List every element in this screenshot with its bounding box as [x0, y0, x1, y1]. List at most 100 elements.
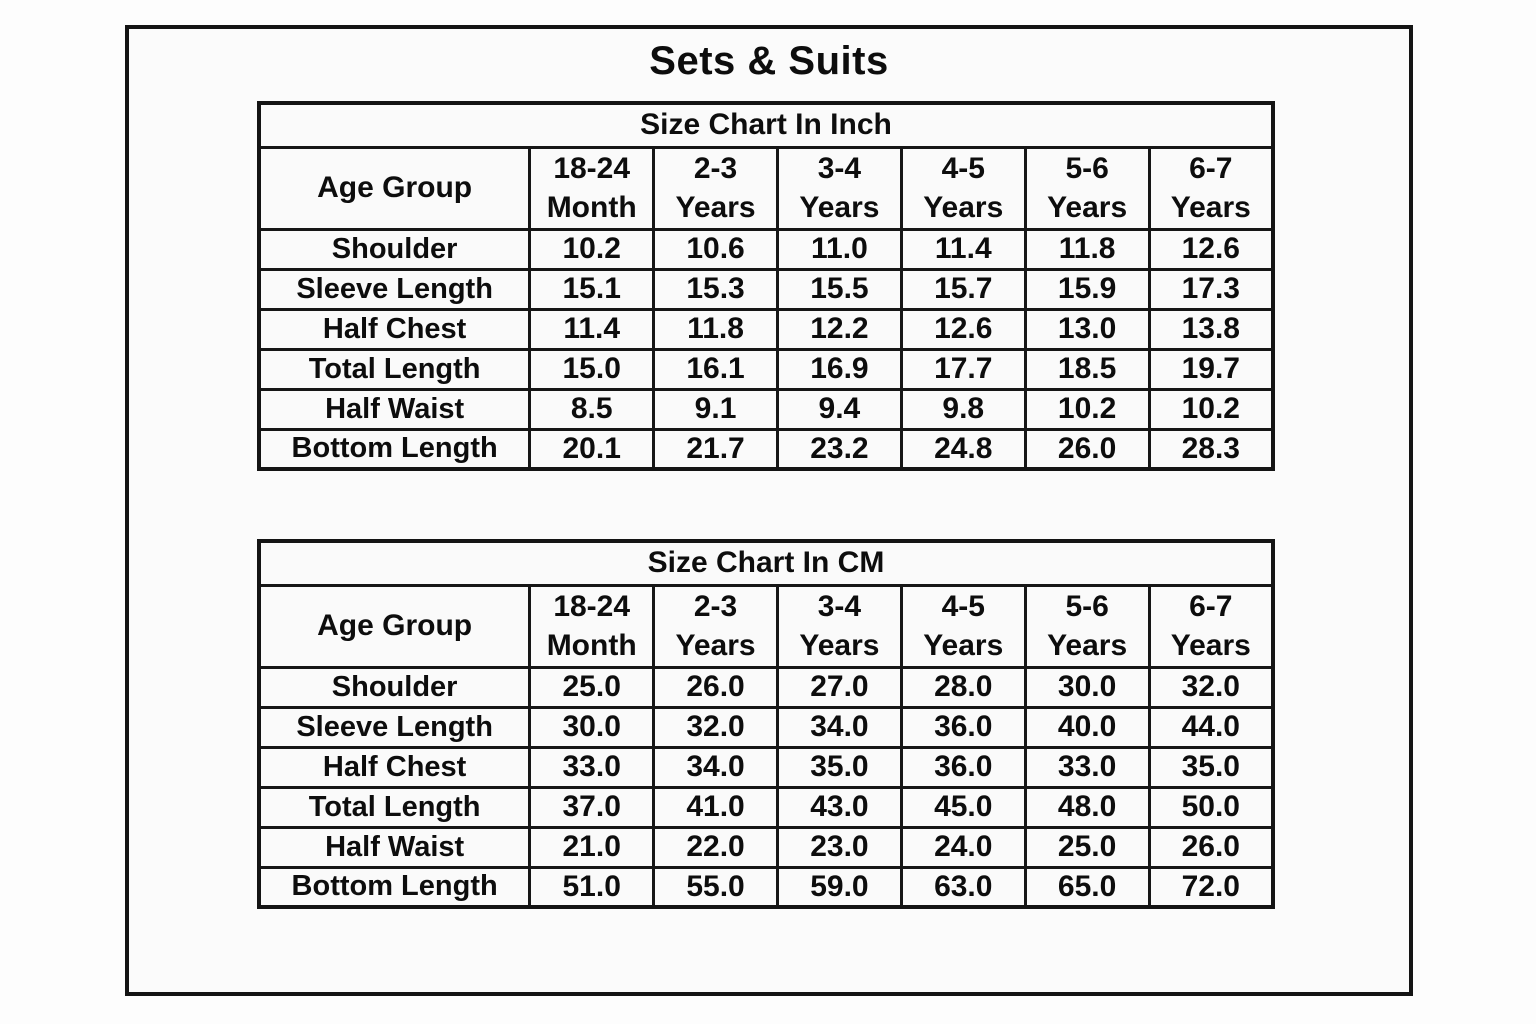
- data-cell: 30.0: [1023, 665, 1151, 709]
- table-row: Shoulder 10.2 10.6 11.0 11.4 11.8 12.6: [257, 227, 1275, 271]
- row-label: Sleeve Length: [257, 267, 532, 311]
- row-label: Bottom Length: [257, 427, 532, 471]
- table-title-row: Size Chart In CM: [257, 539, 1275, 587]
- table-row: Bottom Length 51.0 55.0 59.0 63.0 65.0 7…: [257, 865, 1275, 909]
- row-label: Shoulder: [257, 227, 532, 271]
- column-header: 3-4 Years: [775, 145, 903, 231]
- table-row: Shoulder 25.0 26.0 27.0 28.0 30.0 32.0: [257, 665, 1275, 709]
- column-header: 6-7 Years: [1147, 145, 1275, 231]
- data-cell: 34.0: [652, 745, 779, 789]
- row-label: Sleeve Length: [257, 705, 532, 749]
- table-title: Size Chart In Inch: [257, 101, 1275, 149]
- table-row: Sleeve Length 15.1 15.3 15.5 15.7 15.9 1…: [257, 267, 1275, 311]
- row-label: Bottom Length: [257, 865, 532, 909]
- data-cell: 25.0: [528, 665, 656, 709]
- data-cell: 44.0: [1147, 705, 1275, 749]
- table-title: Size Chart In CM: [257, 539, 1275, 587]
- data-cell: 12.2: [775, 307, 903, 351]
- table-row: Half Waist 8.5 9.1 9.4 9.8 10.2 10.2: [257, 387, 1275, 431]
- data-cell: 22.0: [652, 825, 779, 869]
- data-cell: 35.0: [1147, 745, 1275, 789]
- table-row: Sleeve Length 30.0 32.0 34.0 36.0 40.0 4…: [257, 705, 1275, 749]
- data-cell: 45.0: [899, 785, 1027, 829]
- table-row: Half Waist 21.0 22.0 23.0 24.0 25.0 26.0: [257, 825, 1275, 869]
- data-cell: 10.2: [1023, 387, 1151, 431]
- data-cell: 11.8: [1023, 227, 1151, 271]
- data-cell: 43.0: [775, 785, 903, 829]
- data-cell: 40.0: [1023, 705, 1151, 749]
- data-cell: 65.0: [1023, 865, 1151, 909]
- data-cell: 11.0: [775, 227, 903, 271]
- row-label: Total Length: [257, 347, 532, 391]
- data-cell: 11.8: [652, 307, 779, 351]
- data-cell: 30.0: [528, 705, 656, 749]
- data-cell: 9.8: [899, 387, 1027, 431]
- data-cell: 23.2: [775, 427, 903, 471]
- data-cell: 15.5: [775, 267, 903, 311]
- data-cell: 17.7: [899, 347, 1027, 391]
- data-cell: 32.0: [652, 705, 779, 749]
- data-cell: 15.1: [528, 267, 656, 311]
- data-cell: 8.5: [528, 387, 656, 431]
- table-row: Total Length 15.0 16.1 16.9 17.7 18.5 19…: [257, 347, 1275, 391]
- column-header: 18-24 Month: [528, 145, 656, 231]
- data-cell: 33.0: [528, 745, 656, 789]
- data-cell: 12.6: [899, 307, 1027, 351]
- data-cell: 36.0: [899, 705, 1027, 749]
- data-cell: 15.3: [652, 267, 779, 311]
- data-cell: 9.4: [775, 387, 903, 431]
- size-chart-inch-table: Size Chart In Inch Age Group 18-24 Month…: [257, 101, 1275, 472]
- table-row: Bottom Length 20.1 21.7 23.2 24.8 26.0 2…: [257, 427, 1275, 471]
- column-header: 4-5 Years: [899, 583, 1027, 669]
- column-header: 18-24 Month: [528, 583, 656, 669]
- table-row: Half Chest 33.0 34.0 35.0 36.0 33.0 35.0: [257, 745, 1275, 789]
- row-label: Half Chest: [257, 307, 532, 351]
- data-cell: 17.3: [1147, 267, 1275, 311]
- column-header: 2-3 Years: [652, 145, 779, 231]
- column-header-row: Age Group 18-24 Month 2-3 Years 3-4 Year…: [257, 145, 1275, 231]
- column-header-row: Age Group 18-24 Month 2-3 Years 3-4 Year…: [257, 583, 1275, 669]
- data-cell: 12.6: [1147, 227, 1275, 271]
- data-cell: 35.0: [775, 745, 903, 789]
- row-label: Total Length: [257, 785, 532, 829]
- row-label: Half Waist: [257, 825, 532, 869]
- data-cell: 27.0: [775, 665, 903, 709]
- data-cell: 21.0: [528, 825, 656, 869]
- row-label: Half Chest: [257, 745, 532, 789]
- data-cell: 28.3: [1147, 427, 1275, 471]
- column-header: 3-4 Years: [775, 583, 903, 669]
- data-cell: 24.8: [899, 427, 1027, 471]
- data-cell: 41.0: [652, 785, 779, 829]
- table-title-row: Size Chart In Inch: [257, 101, 1275, 149]
- data-cell: 34.0: [775, 705, 903, 749]
- data-cell: 20.1: [528, 427, 656, 471]
- data-cell: 11.4: [528, 307, 656, 351]
- corner-header: Age Group: [257, 583, 532, 669]
- data-cell: 11.4: [899, 227, 1027, 271]
- data-cell: 50.0: [1147, 785, 1275, 829]
- row-label: Half Waist: [257, 387, 532, 431]
- column-header: 5-6 Years: [1023, 583, 1151, 669]
- data-cell: 48.0: [1023, 785, 1151, 829]
- data-cell: 10.2: [1147, 387, 1275, 431]
- data-cell: 21.7: [652, 427, 779, 471]
- page-title: Sets & Suits: [649, 39, 889, 83]
- outer-frame: Sets & Suits Size Chart In Inch Age Grou…: [125, 25, 1413, 996]
- data-cell: 19.7: [1147, 347, 1275, 391]
- data-cell: 18.5: [1023, 347, 1151, 391]
- column-header: 2-3 Years: [652, 583, 779, 669]
- data-cell: 25.0: [1023, 825, 1151, 869]
- data-cell: 13.8: [1147, 307, 1275, 351]
- data-cell: 59.0: [775, 865, 903, 909]
- row-label: Shoulder: [257, 665, 532, 709]
- data-cell: 26.0: [652, 665, 779, 709]
- data-cell: 15.7: [899, 267, 1027, 311]
- data-cell: 10.6: [652, 227, 779, 271]
- data-cell: 36.0: [899, 745, 1027, 789]
- data-cell: 33.0: [1023, 745, 1151, 789]
- data-cell: 24.0: [899, 825, 1027, 869]
- data-cell: 15.0: [528, 347, 656, 391]
- data-cell: 16.9: [775, 347, 903, 391]
- data-cell: 23.0: [775, 825, 903, 869]
- column-header: 6-7 Years: [1147, 583, 1275, 669]
